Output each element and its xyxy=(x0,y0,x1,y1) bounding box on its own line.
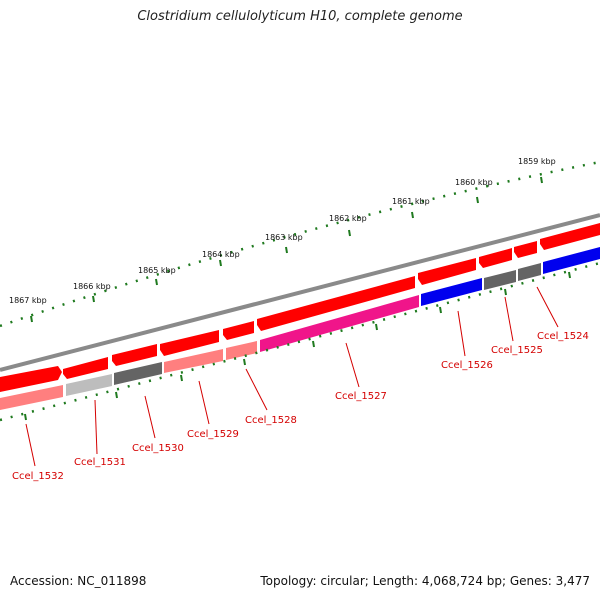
leader-line xyxy=(245,368,268,411)
forward-strand xyxy=(0,223,600,392)
kbp-label: 1867 kbp xyxy=(9,296,47,305)
scale-track xyxy=(0,160,600,328)
feature-block xyxy=(66,374,112,396)
gene-arrow-forward xyxy=(63,357,108,379)
gene-label-ccel-1525: Ccel_1525 xyxy=(491,345,543,356)
leader-line xyxy=(345,342,360,388)
gene-arrow-forward xyxy=(418,258,476,285)
gene-label-ccel-1530: Ccel_1530 xyxy=(132,443,184,454)
gene-label-ccel-1529: Ccel_1529 xyxy=(187,429,239,440)
scale-tick xyxy=(348,229,351,237)
genome-info-text: Topology: circular; Length: 4,068,724 bp… xyxy=(260,574,590,588)
gene-arrow-forward xyxy=(223,321,254,340)
scale-tick xyxy=(92,295,95,303)
gene-leaders xyxy=(25,286,559,467)
kbp-label: 1866 kbp xyxy=(73,282,111,291)
gene-arrow-forward xyxy=(479,248,512,268)
scale-tick xyxy=(30,315,33,323)
scale-dotted-line xyxy=(0,160,600,328)
lower-tick xyxy=(439,306,442,314)
gene-label-ccel-1524: Ccel_1524 xyxy=(537,331,589,342)
gene-arrow-forward xyxy=(112,344,157,366)
gene-labels: Ccel_1532 Ccel_1531 Ccel_1530 Ccel_1529 … xyxy=(12,331,589,482)
lower-tick xyxy=(24,413,27,421)
feature-block xyxy=(0,385,63,410)
gene-label-ccel-1527: Ccel_1527 xyxy=(335,391,387,402)
map-title: Clostridium cellulolyticum H10, complete… xyxy=(137,9,463,24)
lower-tick xyxy=(568,271,571,279)
leader-line xyxy=(536,286,559,328)
accession-text: Accession: NC_011898 xyxy=(10,574,147,588)
gene-label-ccel-1531: Ccel_1531 xyxy=(74,457,126,468)
gene-arrow-forward xyxy=(0,366,62,392)
gene-arrow-forward xyxy=(540,223,600,250)
gene-label-ccel-1532: Ccel_1532 xyxy=(12,471,64,482)
feature-track xyxy=(0,247,600,410)
scale-tick xyxy=(540,176,543,184)
kbp-label: 1862 kbp xyxy=(329,214,367,223)
feature-block xyxy=(114,362,162,385)
gene-arrow-forward xyxy=(257,276,415,331)
lower-tick xyxy=(375,323,378,331)
gene-arrow-forward xyxy=(514,241,537,258)
leader-line xyxy=(457,310,466,357)
scale-tick xyxy=(219,259,222,267)
feature-block xyxy=(226,341,257,360)
leader-line xyxy=(94,399,98,455)
scale-tick xyxy=(155,278,158,286)
scale-tick xyxy=(285,246,288,254)
leader-line xyxy=(504,296,514,342)
feature-block xyxy=(421,278,482,306)
genome-backbone xyxy=(0,213,600,372)
kbp-label: 1860 kbp xyxy=(455,178,493,187)
lower-tick xyxy=(312,340,315,348)
gene-label-ccel-1526: Ccel_1526 xyxy=(441,360,493,371)
feature-block xyxy=(518,263,541,281)
leader-line xyxy=(144,395,156,439)
scale-tick xyxy=(476,196,479,204)
kbp-label: 1859 kbp xyxy=(518,157,556,166)
kbp-label: 1864 kbp xyxy=(202,250,240,259)
lower-tick xyxy=(243,358,246,366)
kbp-label: 1865 kbp xyxy=(138,266,176,275)
feature-block xyxy=(543,247,600,274)
kbp-label: 1861 kbp xyxy=(392,197,430,206)
gene-label-ccel-1528: Ccel_1528 xyxy=(245,415,297,426)
lower-scale-track xyxy=(0,261,600,422)
lower-tick xyxy=(504,288,507,296)
kbp-label: 1863 kbp xyxy=(265,233,303,242)
lower-tick xyxy=(115,391,118,399)
lower-tick xyxy=(180,374,183,382)
kbp-labels: 1867 kbp 1866 kbp 1865 kbp 1864 kbp 1863… xyxy=(9,157,556,305)
gene-arrow-forward xyxy=(160,330,219,356)
feature-block xyxy=(164,349,223,373)
leader-line xyxy=(25,423,36,467)
leader-line xyxy=(198,380,210,425)
scale-tick xyxy=(411,211,414,219)
feature-block xyxy=(260,295,419,352)
feature-block xyxy=(484,270,516,290)
